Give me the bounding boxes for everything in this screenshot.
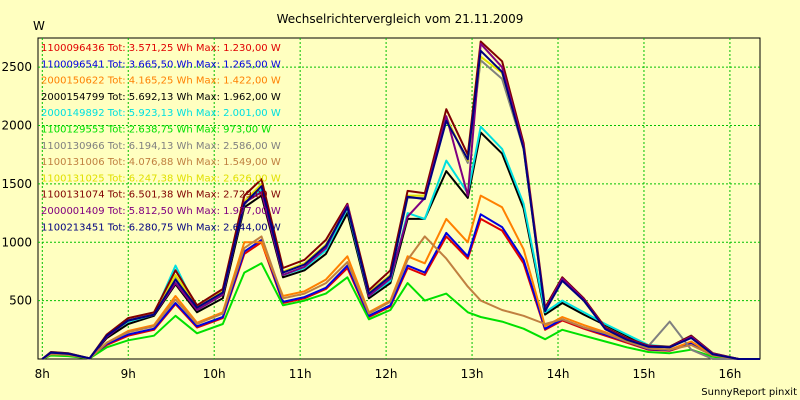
series-group [41, 40, 760, 360]
legend-entry-3: 2000150622 Tot: 4.165,25 Wh Max: 1.422,0… [41, 76, 281, 87]
grid-lines [38, 38, 760, 359]
x-tick-label: 8h [35, 367, 50, 381]
series-line-10 [41, 40, 760, 360]
legend: 1100096436 Tot: 3.571,25 Wh Max: 1.230,0… [41, 43, 281, 233]
y-tick-label: 500 [9, 294, 32, 308]
x-tick-label: 14h [547, 367, 570, 381]
legend-entry-10: 1100131074 Tot: 6.501,38 Wh Max: 2.729,0… [41, 190, 281, 201]
legend-entry-6: 1100129553 Tot: 2.638,75 Wh Max: 973,00 … [41, 125, 271, 136]
series-line-6 [41, 262, 760, 360]
x-tick-label: 15h [633, 367, 656, 381]
legend-entry-7: 1100130966 Tot: 6.194,13 Wh Max: 2.586,0… [41, 141, 281, 152]
series-line-8 [41, 235, 760, 360]
footer-credit: SunnyReport pinxit [701, 387, 797, 398]
y-tick-label: 1500 [1, 177, 32, 191]
series-line-12 [41, 49, 760, 360]
x-tick-label: 11h [289, 367, 312, 381]
legend-entry-8: 1100131006 Tot: 4.076,88 Wh Max: 1.549,0… [41, 157, 281, 168]
y-axis-unit-label: W [33, 19, 45, 33]
x-tick-label: 10h [203, 367, 226, 381]
x-tick-label: 12h [375, 367, 398, 381]
legend-entry-2: 1100096541 Tot: 3.665,50 Wh Max: 1.265,0… [41, 59, 281, 70]
chart-title: Wechselrichtervergleich vom 21.11.2009 [277, 12, 524, 26]
y-tick-label: 1000 [1, 235, 32, 249]
legend-entry-12: 1100213451 Tot: 6.280,75 Wh Max: 2.644,0… [41, 222, 281, 233]
x-tick-label: 13h [461, 367, 484, 381]
legend-entry-11: 2000001409 Tot: 5.812,50 Wh Max: 1.977,0… [41, 206, 281, 217]
y-tick-label: 2500 [1, 60, 32, 74]
legend-entry-4: 2000154799 Tot: 5.692,13 Wh Max: 1.962,0… [41, 92, 281, 103]
y-tick-label: 2000 [1, 119, 32, 133]
legend-entry-9: 1100131025 Tot: 6.247,38 Wh Max: 2.626,0… [41, 173, 281, 184]
legend-entry-5: 2000149892 Tot: 5.923,13 Wh Max: 2.001,0… [41, 108, 281, 119]
x-tick-label: 9h [121, 367, 136, 381]
x-tick-label: 16h [718, 367, 741, 381]
legend-entry-1: 1100096436 Tot: 3.571,25 Wh Max: 1.230,0… [41, 43, 281, 54]
axis-ticks: 500 1000 1500 2000 2500 8h 9h 10h 11h 12h 13h 14h 15… [1, 60, 741, 381]
